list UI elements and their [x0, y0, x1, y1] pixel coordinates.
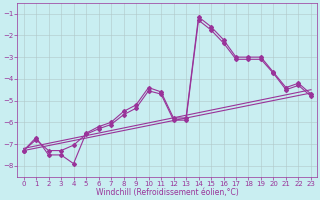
X-axis label: Windchill (Refroidissement éolien,°C): Windchill (Refroidissement éolien,°C) [96, 188, 239, 197]
